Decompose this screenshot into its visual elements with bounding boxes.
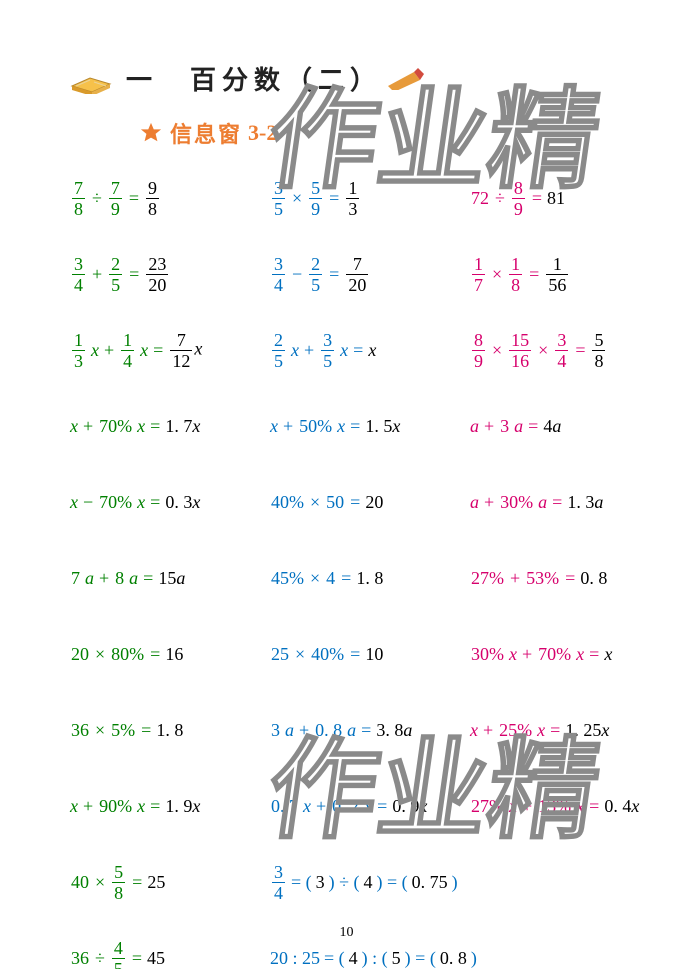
page-number: 10 [0,925,693,941]
problem-cell: a + 30% a = 1. 3a [470,481,670,523]
book-icon [70,64,114,94]
problem-cell: 35×59=13 [270,177,470,219]
problem-cell: x + 90% x = 1. 9x [70,785,270,827]
problem-cell: 3a + 0. 8a = 3. 8a [270,709,470,751]
problem-cell: 40 × 58 = 25 [70,861,270,903]
problem-cell: 27% x + 13% x = 0. 4x [470,785,670,827]
worksheet-page: 作业精 作业精 一 百分数（二） 信息窗 3 [0,0,693,969]
problem-cell: 30% x + 70% x = x [470,633,670,675]
problem-cell: 36 ÷ 45 = 45 [70,937,270,969]
star-icon [140,122,162,144]
problem-cell: 34 = ( 3 ) ÷ ( 4 ) = ( 0. 75 ) [270,861,670,903]
problem-cell: 13x + 14x = 712x [70,329,270,371]
problem-cell: 34−25=720 [270,253,470,295]
problem-cell: 7a + 8a = 15a [70,557,270,599]
section-title: 一 百分数（二） [126,60,382,97]
problem-cell: a + 3a = 4a [470,405,670,447]
section-title-row: 一 百分数（二） [70,60,643,97]
problem-cell: x + 70% x = 1. 7x [70,405,270,447]
problem-cell: 17×18=156 [470,253,670,295]
subsection-row: 信息窗 3-2 [140,117,643,149]
problem-cell: 89×1516×34=58 [470,329,670,371]
subsection-number: 3-2 [248,120,277,146]
problem-cell: x + 25% x = 1. 25x [470,709,670,751]
problem-cell: 72 ÷ 89 = 81 [470,177,670,219]
pencil-icon [388,68,424,90]
problem-cell: x − 70% x = 0. 3x [70,481,270,523]
problem-cell: 78÷79=98 [70,177,270,219]
problem-cell: 20 : 25 = ( 4 ) : ( 5 ) = ( 0. 8 ) [270,937,670,969]
problem-cell: 25x + 35x = x [270,329,470,371]
problem-cell: 40% × 50 = 20 [270,481,470,523]
problem-cell: 20 × 80% = 16 [70,633,270,675]
problem-cell: 36 × 5% = 1. 8 [70,709,270,751]
problem-cell: 27% + 53% = 0. 8 [470,557,670,599]
problem-cell: x + 50% x = 1. 5x [270,405,470,447]
problem-cell: 45% × 4 = 1. 8 [270,557,470,599]
subsection-label: 信息窗 [170,117,242,149]
problem-cell: 25 × 40% = 10 [270,633,470,675]
problem-cell: 34+25=2320 [70,253,270,295]
problem-cell: 0. 7x + 0. 2x = 0. 9x [270,785,470,827]
problems-grid: 78÷79=9835×59=1372 ÷ 89 = 8134+25=232034… [70,177,643,969]
